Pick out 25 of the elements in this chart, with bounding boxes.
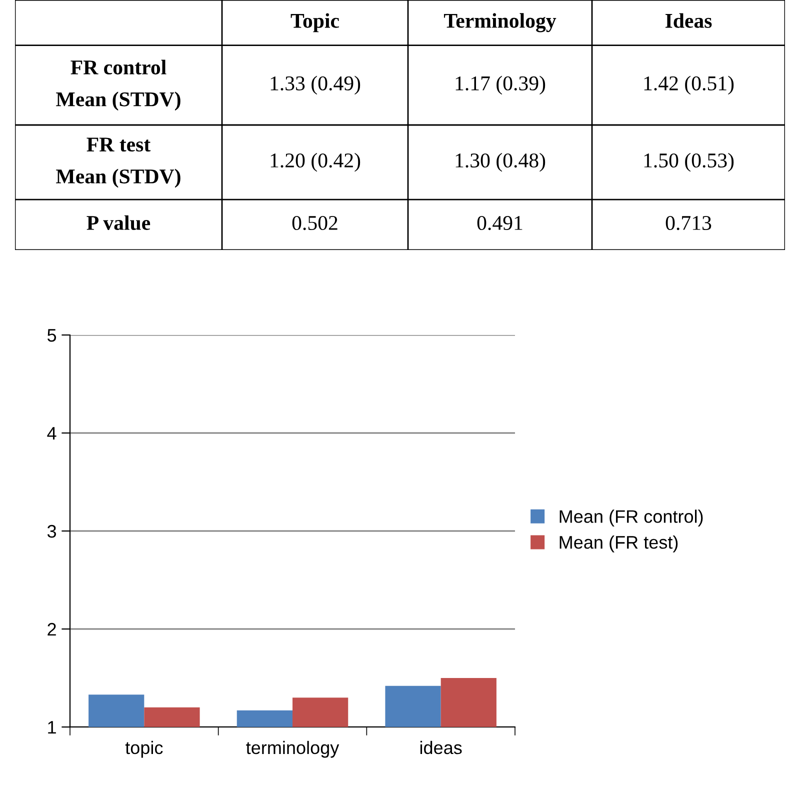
y-tick-label: 4 [47, 427, 56, 440]
text: 1.17 (0.39) [456, 76, 546, 95]
text: Terminology [444, 13, 556, 32]
text: FR control Mean (STDV) [56, 60, 180, 111]
text: FR test Mean (STDV) [56, 138, 180, 188]
x-tick-label: ideas [420, 740, 462, 754]
x-tick-label: terminology [246, 740, 340, 758]
text: 0.713 [666, 216, 712, 230]
y-tick-label: 1 [48, 721, 56, 734]
y-tick-label: 5 [47, 329, 56, 342]
text: Topic [290, 13, 339, 32]
text: 1.30 (0.48) [456, 152, 546, 172]
legend-label: Mean (FR test) [560, 536, 678, 552]
text: P value [86, 215, 150, 230]
text: Ideas [665, 13, 712, 28]
y-tick-label: 3 [47, 524, 56, 538]
text: 1.20 (0.42) [270, 152, 360, 172]
text: 1.33 (0.49) [270, 76, 360, 95]
text: 1.50 (0.53) [644, 152, 734, 172]
text: 1.42 (0.51) [644, 76, 734, 95]
x-tick-label: topic [125, 740, 163, 758]
legend-label: Mean (FR control) [560, 510, 703, 526]
text: 0.491 [477, 216, 522, 230]
text: 0.502 [292, 216, 338, 230]
y-tick-label: 2 [48, 622, 56, 636]
